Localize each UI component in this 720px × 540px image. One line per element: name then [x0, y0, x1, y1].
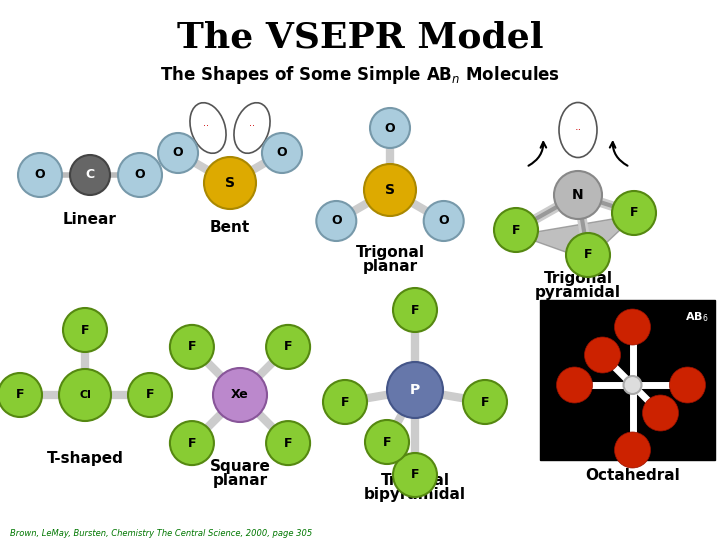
Circle shape — [642, 395, 678, 431]
Text: F: F — [284, 340, 292, 353]
Text: P: P — [410, 383, 420, 397]
Circle shape — [266, 421, 310, 465]
Text: ··: ·· — [249, 121, 255, 131]
Circle shape — [0, 373, 42, 417]
Circle shape — [262, 133, 302, 173]
Circle shape — [323, 380, 367, 424]
Text: T-shaped: T-shaped — [47, 450, 123, 465]
Polygon shape — [518, 215, 636, 260]
Circle shape — [494, 208, 538, 252]
Text: Trigonal: Trigonal — [356, 246, 425, 260]
Circle shape — [554, 171, 602, 219]
Text: O: O — [438, 214, 449, 227]
Circle shape — [70, 155, 110, 195]
Text: O: O — [331, 214, 341, 227]
Text: F: F — [383, 435, 391, 449]
Text: C: C — [86, 168, 94, 181]
Circle shape — [266, 325, 310, 369]
Text: The VSEPR Model: The VSEPR Model — [176, 21, 544, 55]
Text: F: F — [284, 436, 292, 450]
Text: Trigonal: Trigonal — [380, 472, 449, 488]
Text: F: F — [630, 206, 638, 219]
Circle shape — [566, 233, 610, 277]
Text: Trigonal: Trigonal — [544, 271, 613, 286]
Circle shape — [463, 380, 507, 424]
Circle shape — [393, 288, 437, 332]
Text: The Shapes of Some Simple AB$_n$ Molecules: The Shapes of Some Simple AB$_n$ Molecul… — [160, 64, 560, 86]
Circle shape — [670, 367, 706, 403]
Text: F: F — [410, 303, 419, 316]
Circle shape — [128, 373, 172, 417]
Circle shape — [118, 153, 162, 197]
Text: F: F — [188, 436, 196, 450]
Circle shape — [213, 368, 267, 422]
Circle shape — [204, 157, 256, 209]
Circle shape — [18, 153, 62, 197]
Text: Square: Square — [210, 460, 271, 475]
Circle shape — [170, 325, 214, 369]
Text: F: F — [145, 388, 154, 402]
Text: bipyramidal: bipyramidal — [364, 487, 466, 502]
Text: F: F — [341, 395, 349, 408]
Ellipse shape — [234, 103, 270, 153]
Circle shape — [614, 309, 650, 345]
Text: Brown, LeMay, Bursten, Chemistry The Central Science, 2000, page 305: Brown, LeMay, Bursten, Chemistry The Cen… — [10, 529, 312, 537]
Text: F: F — [512, 224, 521, 237]
Ellipse shape — [559, 103, 597, 158]
Circle shape — [585, 337, 621, 373]
Text: Linear: Linear — [63, 213, 117, 227]
Text: F: F — [16, 388, 24, 402]
Text: F: F — [81, 323, 89, 336]
Circle shape — [365, 420, 409, 464]
Circle shape — [364, 164, 416, 216]
Circle shape — [387, 362, 443, 418]
Text: O: O — [173, 146, 184, 159]
Text: N: N — [572, 188, 584, 202]
Text: planar: planar — [212, 474, 268, 489]
Text: O: O — [135, 168, 145, 181]
Text: planar: planar — [362, 260, 418, 274]
Circle shape — [423, 201, 464, 241]
Circle shape — [614, 432, 650, 468]
Circle shape — [370, 108, 410, 148]
Text: F: F — [481, 395, 490, 408]
Text: F: F — [584, 248, 593, 261]
Circle shape — [393, 453, 437, 497]
Circle shape — [316, 201, 356, 241]
Text: F: F — [188, 340, 196, 353]
Text: F: F — [410, 469, 419, 482]
Circle shape — [63, 308, 107, 352]
Circle shape — [612, 191, 656, 235]
Text: S: S — [385, 183, 395, 197]
Circle shape — [158, 133, 198, 173]
Text: Xe: Xe — [231, 388, 249, 402]
Text: AB$_6$: AB$_6$ — [685, 310, 709, 324]
Text: S: S — [225, 176, 235, 190]
Text: ··: ·· — [575, 125, 582, 135]
Text: ··: ·· — [204, 121, 212, 131]
Text: Cl: Cl — [79, 390, 91, 400]
Text: Bent: Bent — [210, 220, 250, 235]
Bar — [540, 300, 715, 460]
Circle shape — [557, 367, 593, 403]
Text: Octahedral: Octahedral — [585, 468, 680, 483]
Text: O: O — [35, 168, 45, 181]
Text: pyramidal: pyramidal — [535, 285, 621, 300]
Circle shape — [624, 376, 642, 394]
Circle shape — [170, 421, 214, 465]
Ellipse shape — [190, 103, 226, 153]
Text: O: O — [276, 146, 287, 159]
Circle shape — [59, 369, 111, 421]
Text: O: O — [384, 122, 395, 134]
